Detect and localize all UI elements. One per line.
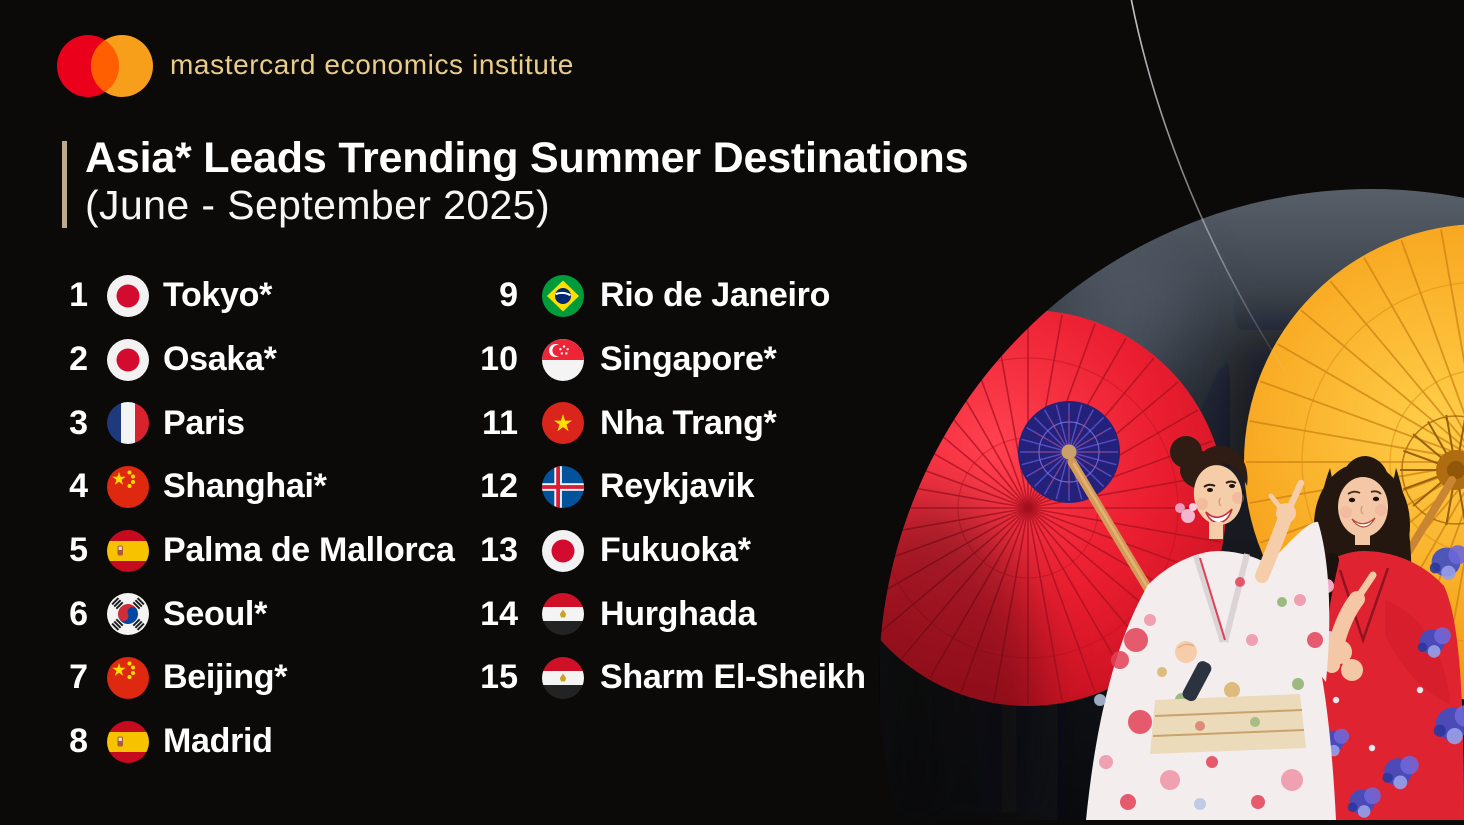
- rank-number: 13: [480, 531, 518, 570]
- destination-row: 3 Paris: [48, 391, 478, 455]
- destinations-column-1: 1 Tokyo* 2 Osaka* 3 Paris 4 Shanghai* 5 Palma de …: [48, 264, 478, 774]
- destination-row: 13 Fukuoka*: [474, 519, 914, 583]
- rank-number: 3: [69, 403, 88, 442]
- flag-spain-icon: [107, 529, 149, 572]
- rank-number: 10: [480, 340, 518, 379]
- flag-china-icon: [107, 465, 149, 508]
- rank-number: 6: [69, 594, 88, 633]
- destination-row: 2 Osaka*: [48, 328, 478, 392]
- city-name: Rio de Janeiro: [600, 276, 831, 315]
- destination-row: 11 Nha Trang*: [474, 391, 914, 455]
- city-name: Shanghai*: [163, 467, 327, 506]
- rank-number: 15: [480, 658, 518, 697]
- city-name: Nha Trang*: [600, 403, 777, 442]
- destination-row: 15 Sharm El-Sheikh: [474, 646, 914, 710]
- city-name: Sharm El-Sheikh: [600, 658, 866, 697]
- infographic-subtitle: (June - September 2025): [85, 182, 551, 228]
- destinations-column-2: 9 Rio de Janeiro 10 Singapore* 11 Nha Trang* 1…: [474, 264, 914, 710]
- title-block: Asia* Leads Trending Summer Destinations…: [85, 134, 968, 229]
- flag-egypt-icon: [542, 593, 584, 636]
- flag-brazil-icon: [542, 274, 584, 317]
- rank-number: 7: [69, 658, 88, 697]
- city-name: Beijing*: [163, 658, 288, 697]
- flag-vietnam-icon: [542, 402, 584, 445]
- city-name: Palma de Mallorca: [163, 531, 455, 570]
- flag-china-icon: [107, 656, 149, 699]
- rank-number: 8: [69, 722, 88, 761]
- city-name: Singapore*: [600, 340, 777, 379]
- rank-number: 1: [69, 276, 88, 315]
- flag-japan-icon: [107, 274, 149, 317]
- title-accent-bar: [62, 141, 67, 228]
- rank-number: 5: [69, 531, 88, 570]
- mastercard-logo: [57, 35, 153, 97]
- destination-row: 9 Rio de Janeiro: [474, 264, 914, 328]
- rank-number: 11: [482, 403, 518, 442]
- city-name: Reykjavik: [600, 467, 755, 506]
- destination-row: 5 Palma de Mallorca: [48, 519, 478, 583]
- destination-row: 1 Tokyo*: [48, 264, 478, 328]
- rank-number: 9: [499, 276, 518, 315]
- rank-number: 14: [480, 594, 518, 633]
- rank-number: 12: [480, 467, 518, 506]
- destination-row: 6 Seoul*: [48, 582, 478, 646]
- flag-france-icon: [107, 402, 149, 445]
- flag-singapore-icon: [542, 338, 584, 381]
- flag-japan-icon: [107, 338, 149, 381]
- flag-japan-icon: [542, 529, 584, 572]
- city-name: Hurghada: [600, 594, 757, 633]
- destination-row: 12 Reykjavik: [474, 455, 914, 519]
- mastercard-overlap-icon: [91, 35, 119, 97]
- brand-name: mastercard economics institute: [170, 49, 574, 80]
- rank-number: 4: [69, 467, 88, 506]
- decorative-arc: [1130, 0, 1293, 383]
- rank-number: 2: [69, 340, 88, 379]
- city-name: Fukuoka*: [600, 531, 751, 570]
- destination-row: 4 Shanghai*: [48, 455, 478, 519]
- city-name: Osaka*: [163, 340, 277, 379]
- destination-row: 7 Beijing*: [48, 646, 478, 710]
- infographic-title: Asia* Leads Trending Summer Destinations: [85, 134, 969, 182]
- destination-row: 10 Singapore*: [474, 328, 914, 392]
- city-name: Tokyo*: [163, 276, 273, 315]
- city-name: Paris: [163, 403, 245, 442]
- city-name: Madrid: [163, 722, 273, 761]
- flag-iceland-icon: [542, 465, 584, 508]
- destination-row: 8 Madrid: [48, 710, 478, 774]
- destination-row: 14 Hurghada: [474, 582, 914, 646]
- flag-spain-icon: [107, 720, 149, 763]
- flag-egypt-icon: [542, 656, 584, 699]
- city-name: Seoul*: [163, 594, 268, 633]
- flag-south-korea-icon: [107, 593, 149, 636]
